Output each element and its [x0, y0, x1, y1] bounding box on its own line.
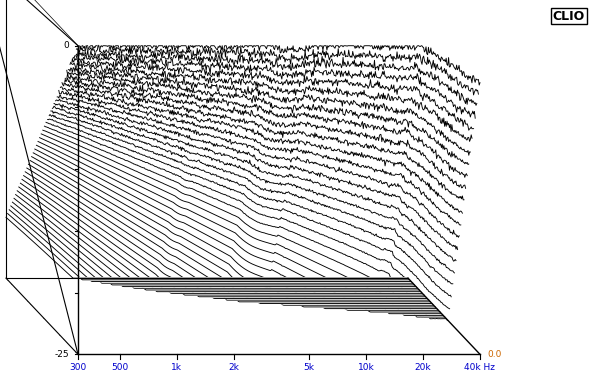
Polygon shape [56, 99, 458, 331]
Polygon shape [41, 134, 443, 315]
Polygon shape [51, 111, 453, 325]
Polygon shape [28, 164, 430, 302]
Text: 1.5: 1.5 [464, 325, 478, 334]
Polygon shape [54, 104, 456, 329]
Polygon shape [43, 130, 445, 317]
Polygon shape [67, 70, 469, 343]
Polygon shape [49, 115, 451, 324]
Polygon shape [8, 213, 410, 280]
Polygon shape [14, 199, 416, 287]
Text: 20k: 20k [415, 363, 431, 372]
Polygon shape [25, 172, 427, 298]
Polygon shape [33, 153, 435, 307]
Polygon shape [27, 168, 429, 300]
Text: 1k: 1k [172, 363, 182, 372]
Polygon shape [71, 58, 473, 347]
Polygon shape [73, 55, 475, 349]
Polygon shape [75, 50, 477, 351]
Polygon shape [59, 90, 461, 334]
Text: 300: 300 [70, 363, 86, 372]
Polygon shape [76, 45, 478, 353]
Text: -15: -15 [54, 226, 69, 235]
Polygon shape [40, 138, 442, 314]
Text: 10k: 10k [358, 363, 374, 372]
Polygon shape [65, 73, 467, 341]
Text: -25: -25 [55, 350, 69, 359]
Text: 0.0: 0.0 [487, 350, 502, 359]
Polygon shape [13, 202, 415, 285]
Text: dB: dB [34, 146, 44, 161]
Text: -10: -10 [54, 165, 69, 174]
Text: -20: -20 [55, 288, 69, 297]
Polygon shape [30, 160, 432, 304]
Polygon shape [78, 46, 480, 354]
Polygon shape [52, 106, 454, 327]
Text: CLIO: CLIO [553, 10, 585, 22]
Text: 40k Hz: 40k Hz [464, 363, 496, 372]
Polygon shape [19, 187, 421, 292]
Polygon shape [61, 87, 463, 336]
Polygon shape [57, 95, 459, 332]
Polygon shape [20, 183, 422, 293]
Text: -5: -5 [60, 103, 69, 112]
Text: 2k: 2k [229, 363, 239, 372]
Text: 500: 500 [112, 363, 128, 372]
Polygon shape [23, 176, 425, 297]
Polygon shape [35, 149, 437, 309]
Polygon shape [62, 83, 464, 338]
Polygon shape [9, 210, 411, 282]
Polygon shape [17, 191, 419, 290]
Polygon shape [38, 141, 440, 312]
Polygon shape [46, 122, 448, 320]
Text: 5k: 5k [304, 363, 314, 372]
Text: 4.6 ms: 4.6 ms [415, 274, 446, 283]
Polygon shape [16, 195, 418, 288]
Polygon shape [6, 217, 408, 278]
Polygon shape [37, 145, 439, 310]
Polygon shape [64, 78, 466, 339]
Text: 3.0: 3.0 [440, 300, 455, 309]
Text: 0: 0 [63, 41, 69, 50]
Polygon shape [44, 126, 446, 319]
Polygon shape [22, 179, 424, 295]
Polygon shape [70, 62, 472, 346]
Polygon shape [32, 157, 434, 305]
Polygon shape [11, 206, 413, 283]
Polygon shape [47, 119, 449, 322]
Polygon shape [68, 67, 470, 344]
